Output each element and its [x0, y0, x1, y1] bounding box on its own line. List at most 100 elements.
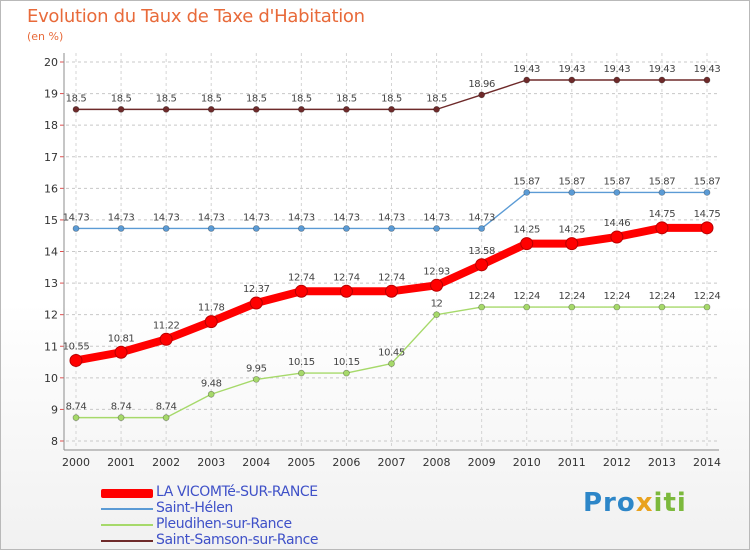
- x-tick-label: 2014: [693, 456, 721, 469]
- series-lines: [69, 76, 714, 421]
- data-point-pleudihen-sur-rance: [703, 303, 711, 311]
- x-tick-label: 2008: [423, 456, 451, 469]
- legend-swatch-saint-samson: [101, 540, 153, 542]
- data-point-saint-samson-sur-rance: [433, 106, 440, 113]
- data-point-la-vicomt-sur-rance: [204, 315, 218, 329]
- data-label-pleudihen-sur-rance: 9.48: [201, 378, 222, 389]
- data-point-la-vicomt-sur-rance: [159, 332, 173, 346]
- data-label-saint-samson-sur-rance: 18.5: [111, 93, 132, 104]
- data-point-la-vicomt-sur-rance: [610, 230, 624, 244]
- y-tick-label: 19: [44, 88, 58, 101]
- data-label-saint-h-len: 14.73: [468, 212, 495, 223]
- data-point-pleudihen-sur-rance: [252, 376, 260, 383]
- data-point-pleudihen-sur-rance: [658, 303, 666, 311]
- data-label-pleudihen-sur-rance: 12.24: [513, 291, 540, 302]
- data-point-saint-h-len: [568, 189, 576, 196]
- legend-swatch-vicomte: [101, 489, 153, 498]
- data-label-pleudihen-sur-rance: 12.24: [558, 291, 585, 302]
- legend-item-pleudihen: Pleudihen-sur-Rance: [101, 516, 421, 533]
- data-point-la-vicomt-sur-rance: [385, 284, 398, 298]
- data-point-saint-samson-sur-rance: [162, 106, 170, 113]
- data-label-la-vicomt-sur-rance: 14.75: [694, 209, 721, 220]
- data-label-pleudihen-sur-rance: 12.24: [468, 291, 495, 302]
- chart-title: Evolution du Taux de Taxe d'Habitation: [27, 6, 365, 27]
- data-label-pleudihen-sur-rance: 12: [431, 299, 443, 310]
- y-tick-label: 9: [51, 403, 58, 416]
- data-point-la-vicomt-sur-rance: [249, 296, 263, 310]
- data-point-saint-samson-sur-rance: [252, 106, 260, 113]
- data-point-la-vicomt-sur-rance: [430, 278, 444, 292]
- legend-label-saint-samson: Saint-Samson-sur-Rance: [156, 532, 319, 548]
- x-tick-label: 2011: [558, 456, 586, 469]
- logo-part-2: x: [635, 488, 654, 518]
- data-point-saint-samson-sur-rance: [703, 76, 711, 84]
- y-tick-label: 16: [44, 182, 58, 195]
- data-label-saint-samson-sur-rance: 18.5: [201, 93, 222, 104]
- data-point-saint-h-len: [162, 225, 170, 232]
- data-label-saint-samson-sur-rance: 18.96: [468, 79, 495, 90]
- data-label-saint-samson-sur-rance: 18.5: [381, 93, 402, 104]
- legend-item-vicomte: LA VICOMTé-SUR-RANCE: [101, 484, 421, 501]
- data-point-pleudihen-sur-rance: [478, 303, 485, 311]
- data-point-saint-h-len: [207, 225, 215, 232]
- data-label-pleudihen-sur-rance: 10.15: [333, 357, 360, 368]
- axes: 8 9 10 11 12 13 14 15 16 17 18 19 20 2000 2001 2002 2003…: [44, 53, 721, 469]
- logo-part-1: Pro: [583, 488, 636, 518]
- x-tick-label: 2012: [603, 456, 631, 469]
- data-label-saint-samson-sur-rance: 19.43: [649, 64, 676, 75]
- data-point-saint-samson-sur-rance: [207, 106, 215, 113]
- data-label-la-vicomt-sur-rance: 14.46: [604, 218, 631, 229]
- data-label-saint-h-len: 14.73: [333, 212, 360, 223]
- y-tick-label: 8: [51, 435, 58, 448]
- data-label-la-vicomt-sur-rance: 11.78: [198, 303, 225, 314]
- data-point-saint-h-len: [117, 225, 125, 232]
- data-point-pleudihen-sur-rance: [433, 311, 440, 319]
- y-tick-label: 18: [44, 119, 58, 132]
- data-point-pleudihen-sur-rance: [162, 414, 170, 421]
- y-tick-label: 15: [44, 214, 58, 227]
- data-label-saint-h-len: 14.73: [423, 212, 450, 223]
- logo-part-3: iti: [653, 488, 687, 518]
- data-point-pleudihen-sur-rance: [117, 414, 125, 421]
- data-label-saint-h-len: 15.87: [604, 176, 631, 187]
- legend-item-saint-helen: Saint-Hélen: [101, 500, 421, 517]
- data-label-la-vicomt-sur-rance: 12.74: [288, 272, 315, 283]
- data-label-saint-samson-sur-rance: 19.43: [604, 64, 631, 75]
- x-tick-label: 2005: [287, 456, 315, 469]
- data-label-la-vicomt-sur-rance: 12.74: [378, 272, 405, 283]
- data-point-la-vicomt-sur-rance: [294, 284, 308, 298]
- y-tick-label: 11: [44, 340, 58, 353]
- data-label-pleudihen-sur-rance: 8.74: [156, 402, 177, 413]
- data-label-pleudihen-sur-rance: 9.95: [246, 363, 267, 374]
- data-label-saint-h-len: 15.87: [558, 176, 585, 187]
- data-point-pleudihen-sur-rance: [613, 303, 621, 311]
- x-tick-label: 2002: [152, 456, 180, 469]
- x-tick-label: 2004: [242, 456, 270, 469]
- data-point-saint-samson-sur-rance: [478, 91, 485, 99]
- data-point-la-vicomt-sur-rance: [520, 237, 534, 251]
- data-point-saint-samson-sur-rance: [343, 106, 350, 113]
- data-label-pleudihen-sur-rance: 12.24: [649, 291, 676, 302]
- data-point-saint-h-len: [658, 189, 666, 196]
- grid: [66, 53, 717, 448]
- proxiti-logo: Proxiti: [583, 488, 687, 518]
- data-label-saint-samson-sur-rance: 18.5: [291, 93, 312, 104]
- legend-swatch-pleudihen: [101, 524, 153, 526]
- data-label-saint-samson-sur-rance: 19.43: [694, 64, 721, 75]
- data-label-la-vicomt-sur-rance: 10.81: [108, 333, 135, 344]
- y-tick-label: 13: [44, 277, 58, 290]
- data-label-pleudihen-sur-rance: 10.45: [378, 348, 405, 359]
- x-tick-label: 2009: [468, 456, 496, 469]
- data-label-la-vicomt-sur-rance: 14.25: [513, 225, 540, 236]
- data-label-la-vicomt-sur-rance: 13.58: [468, 246, 495, 257]
- data-label-la-vicomt-sur-rance: 10.55: [63, 341, 90, 352]
- data-label-pleudihen-sur-rance: 12.24: [694, 291, 721, 302]
- legend-item-saint-samson: Saint-Samson-sur-Rance: [101, 532, 421, 549]
- y-axis-unit: (en %): [27, 30, 64, 43]
- data-point-saint-samson-sur-rance: [658, 76, 666, 84]
- data-label-saint-h-len: 14.73: [198, 212, 225, 223]
- data-point-saint-h-len: [343, 225, 350, 232]
- y-tick-label: 17: [44, 151, 58, 164]
- data-point-saint-h-len: [478, 225, 485, 232]
